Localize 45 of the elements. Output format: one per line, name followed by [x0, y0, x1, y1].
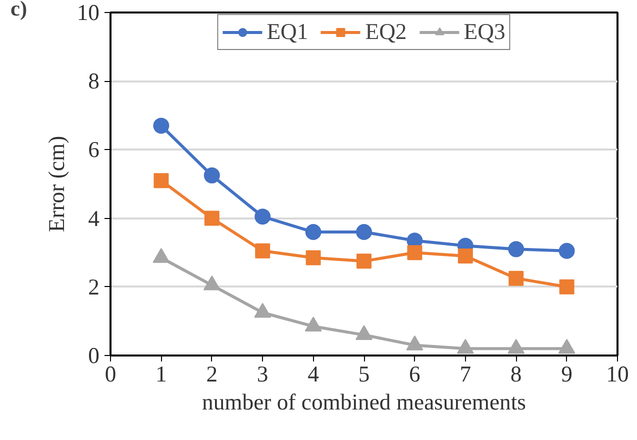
point [203, 275, 220, 290]
point [558, 338, 576, 354]
point [356, 254, 372, 269]
point [306, 250, 321, 266]
point [407, 245, 422, 260]
y-tick-label: 8 [88, 68, 100, 94]
legend-label: EQ1 [266, 19, 308, 45]
x-tick-label: 9 [561, 362, 572, 386]
point [456, 338, 474, 354]
point [254, 302, 272, 318]
point [305, 224, 322, 240]
point [356, 325, 372, 340]
point [559, 279, 574, 294]
x-tick-label: 10 [606, 362, 629, 386]
y-tick-label: 6 [88, 137, 100, 162]
x-tick-label: 7 [460, 362, 472, 386]
point [204, 210, 220, 226]
point [508, 338, 525, 354]
point [254, 208, 271, 225]
x-tick-label: 8 [510, 362, 522, 386]
x-tick-label: 3 [256, 362, 268, 386]
point [304, 316, 322, 332]
x-tick-label: 5 [358, 362, 370, 386]
point [406, 335, 424, 350]
point [255, 243, 270, 258]
point [154, 173, 169, 188]
x-tick-label: 2 [206, 362, 218, 386]
point [508, 241, 524, 258]
point [356, 224, 372, 240]
x-tick-label: 1 [156, 362, 167, 386]
x-tick-label: 0 [104, 362, 116, 386]
legend-label: EQ2 [365, 19, 407, 45]
x-axis-title: number of combined measurements [202, 390, 526, 414]
point [558, 242, 575, 259]
y-axis-title: Error (cm) [44, 136, 69, 232]
legend-label: EQ3 [464, 19, 506, 45]
x-tick-label: 6 [409, 362, 420, 386]
x-tick-label: 4 [308, 362, 319, 386]
text: c) [10, 0, 28, 20]
y-tick-label: 10 [76, 0, 100, 25]
point [458, 248, 473, 264]
y-tick-label: 4 [88, 206, 100, 231]
y-tick-label: 0 [88, 343, 100, 368]
y-tick-label: 2 [88, 274, 100, 300]
point [508, 270, 524, 286]
